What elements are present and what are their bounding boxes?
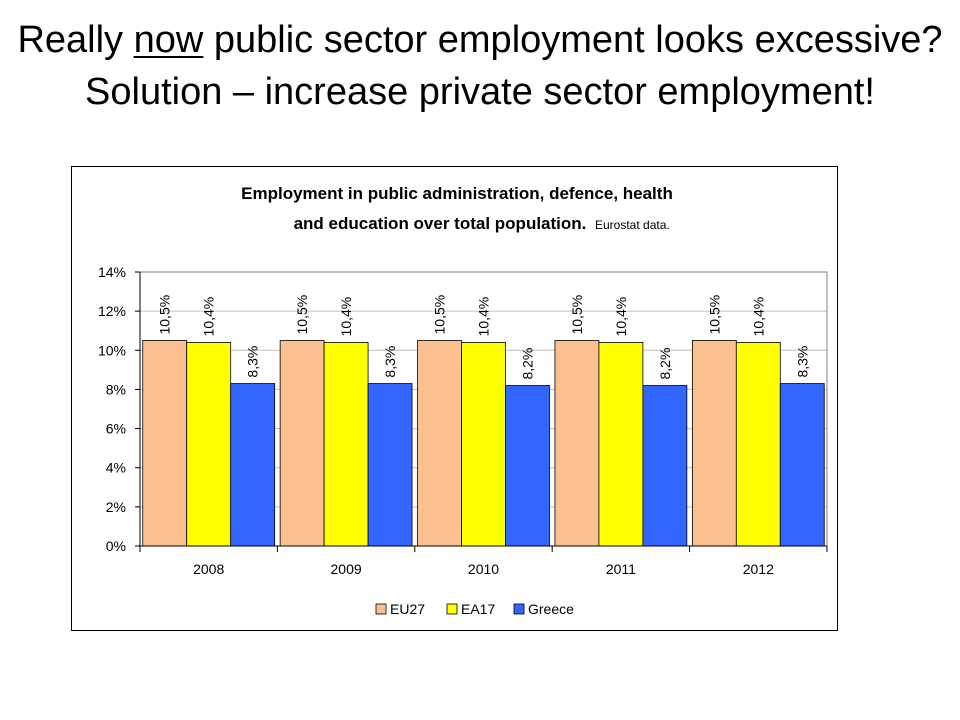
- data-label: 8,3%: [245, 346, 261, 378]
- slide-title: Really now public sector employment look…: [0, 14, 960, 118]
- data-label: 10,4%: [338, 297, 354, 337]
- bar-ea17-2010: [461, 342, 506, 547]
- legend-swatch-ea17: [446, 603, 458, 615]
- chart-frame: Employment in public administration, def…: [71, 166, 838, 631]
- slide-title-rest: public sector employment looks excessive…: [85, 19, 943, 113]
- x-tick-label: 2012: [743, 561, 774, 577]
- bar-greece-2012: [779, 383, 825, 547]
- bar-eu27-2009: [279, 340, 325, 547]
- x-tick-label: 2011: [606, 561, 636, 577]
- legend-label-greece: Greece: [528, 601, 574, 617]
- data-label: 10,4%: [613, 297, 629, 337]
- data-label: 8,2%: [519, 348, 535, 380]
- x-axis-tick-labels: 2008 2009 2010 2011 2012: [193, 561, 774, 577]
- chart-title-line-2: and education over total population.: [294, 214, 587, 233]
- x-tick-label: 2008: [193, 561, 224, 577]
- y-tick-label: 4%: [106, 460, 126, 476]
- bar-greece-2009: [367, 383, 413, 547]
- axes: [139, 272, 828, 552]
- data-label: 10,4%: [476, 297, 492, 337]
- x-tick-label: 2009: [331, 561, 362, 577]
- bar-eu27-2010: [417, 340, 462, 547]
- y-tick-label: 0%: [106, 538, 126, 554]
- bar-ea17-2012: [735, 342, 781, 547]
- bar-greece-2010: [505, 385, 550, 547]
- bar-greece-2008: [230, 383, 276, 547]
- y-tick-label: 14%: [98, 264, 126, 280]
- data-labels: 10,5% 10,4% 8,3% 10,5% 10,4% 8,3% 10,5% 10,4% 8,…: [157, 295, 811, 380]
- chart-subtitle: Eurostat data.: [595, 218, 670, 232]
- y-tick-label: 8%: [106, 381, 126, 397]
- data-label: 8,2%: [657, 348, 673, 380]
- data-label: 10,5%: [706, 295, 722, 335]
- data-label: 10,4%: [750, 297, 766, 337]
- bar-greece-2011: [642, 385, 688, 547]
- y-tick-label: 6%: [106, 421, 126, 437]
- bar-eu27-2008: [142, 340, 188, 547]
- data-label: 10,5%: [294, 295, 310, 335]
- legend-swatch-eu27: [375, 603, 387, 615]
- bar-ea17-2008: [186, 342, 232, 547]
- bar-eu27-2011: [554, 340, 600, 547]
- data-label: 10,5%: [569, 295, 585, 335]
- y-tick-label: 12%: [98, 303, 126, 319]
- y-tick-label: 10%: [98, 342, 126, 358]
- y-axis-tick-labels: 0% 2% 4% 6% 8% 10% 12% 14%: [98, 264, 126, 554]
- legend: EU27 EA17 Greece: [375, 601, 574, 617]
- bars: [142, 340, 825, 547]
- data-label: 10,4%: [201, 297, 217, 337]
- data-label: 8,3%: [382, 346, 398, 378]
- data-label: 10,5%: [432, 295, 448, 335]
- chart-title-line-1: Employment in public administration, def…: [241, 184, 673, 203]
- bar-ea17-2011: [598, 342, 644, 547]
- legend-label-eu27: EU27: [390, 601, 425, 617]
- x-tick-label: 2010: [468, 561, 499, 577]
- y-tick-label: 2%: [106, 499, 126, 515]
- legend-label-ea17: EA17: [461, 601, 495, 617]
- slide-title-emphasis: now: [133, 19, 204, 61]
- bar-ea17-2009: [323, 342, 369, 547]
- legend-swatch-greece: [513, 603, 525, 615]
- data-label: 8,3%: [794, 346, 810, 378]
- bar-eu27-2012: [691, 340, 737, 547]
- chart: Employment in public administration, def…: [98, 184, 828, 617]
- slide-title-start: Really: [17, 19, 134, 61]
- data-label: 10,5%: [157, 295, 173, 335]
